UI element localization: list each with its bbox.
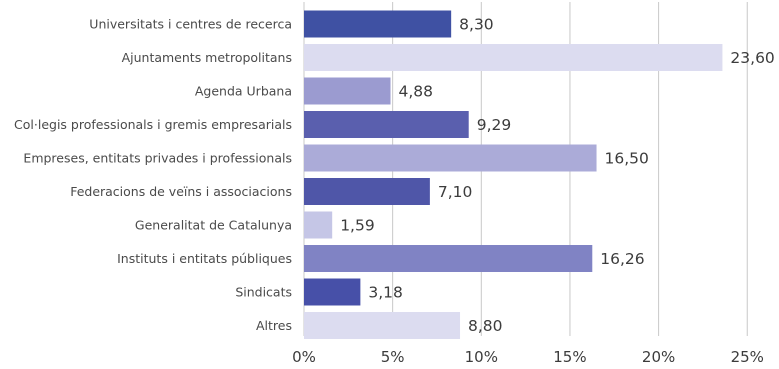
bar xyxy=(304,44,723,71)
bar xyxy=(304,245,593,272)
category-label: Empreses, entitats privades i profession… xyxy=(23,151,292,166)
labels: 0% 5% 10% 15% 20% 25% 8,30 Universitats i centr… xyxy=(14,16,775,367)
category-label: Altres xyxy=(256,318,292,333)
category-label: Instituts i entitats públiques xyxy=(117,251,292,266)
bars xyxy=(304,10,723,339)
x-tick-label: 5% xyxy=(381,348,405,366)
bar xyxy=(304,312,461,339)
x-tick-label: 10% xyxy=(465,348,498,366)
bar xyxy=(304,111,469,138)
bar xyxy=(304,278,361,306)
category-label: Universitats i centres de recerca xyxy=(89,17,292,32)
x-tick-label: 15% xyxy=(553,348,586,366)
value-label: 4,88 xyxy=(399,83,434,101)
category-label: Ajuntaments metropolitans xyxy=(122,50,292,65)
value-label: 8,80 xyxy=(468,317,503,335)
value-label: 16,50 xyxy=(605,150,649,168)
bar xyxy=(304,144,597,172)
category-label: Sindicats xyxy=(235,285,292,300)
value-label: 3,18 xyxy=(368,284,403,302)
value-label: 8,30 xyxy=(459,16,494,34)
category-label: Federacions de veïns i associacions xyxy=(70,184,292,199)
value-label: 9,29 xyxy=(477,116,512,134)
bar xyxy=(304,10,452,38)
category-label: Agenda Urbana xyxy=(195,84,292,99)
x-tick-label: 25% xyxy=(731,348,764,366)
value-label: 23,60 xyxy=(730,49,774,67)
value-label: 7,10 xyxy=(438,183,473,201)
category-label: Generalitat de Catalunya xyxy=(135,218,292,233)
x-tick-label: 20% xyxy=(642,348,675,366)
x-tick-label: 0% xyxy=(292,348,316,366)
bar xyxy=(304,77,391,105)
bar xyxy=(304,178,430,205)
value-label: 1,59 xyxy=(340,217,375,235)
bar xyxy=(304,211,333,239)
category-label: Col·legis professionals i gremis empresa… xyxy=(14,117,292,132)
value-label: 16,26 xyxy=(600,250,644,268)
